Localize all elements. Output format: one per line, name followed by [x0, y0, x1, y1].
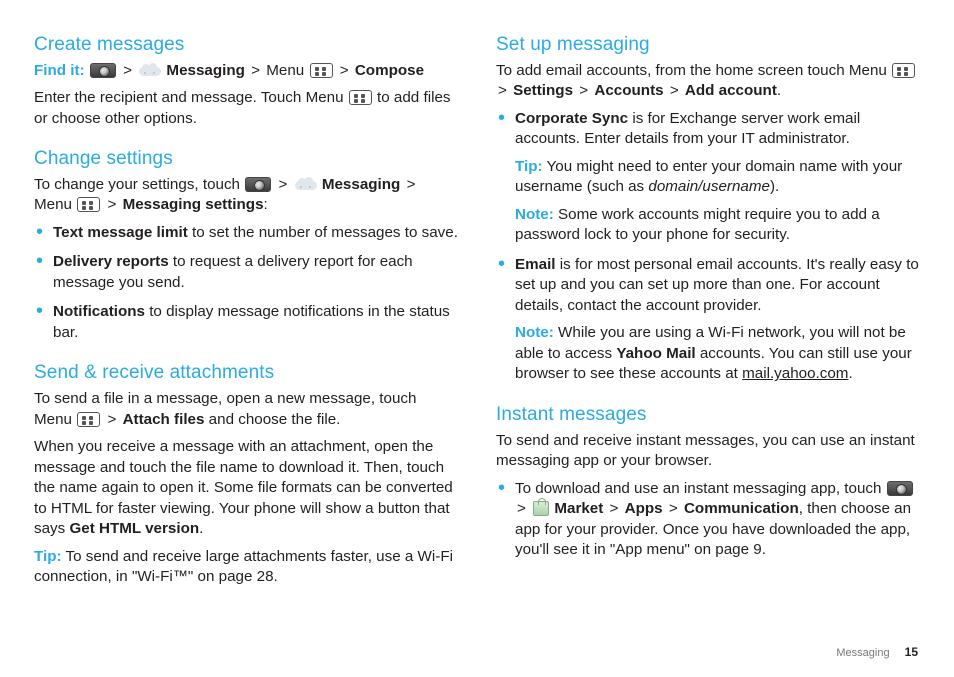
- breadcrumb-separator: >: [123, 62, 132, 79]
- breadcrumb-separator: >: [579, 82, 588, 99]
- text: Enter the recipient and message. Touch M…: [34, 89, 344, 106]
- item-bold: Delivery reports: [53, 253, 169, 270]
- item-bold: Corporate Sync: [515, 110, 628, 127]
- note-label: Note:: [515, 206, 554, 223]
- note-label: Note:: [515, 324, 554, 341]
- attach-tip: Tip: To send and receive large attachmen…: [34, 547, 458, 588]
- communication-label: Communication: [684, 500, 799, 517]
- menu-label: Menu: [34, 196, 72, 213]
- list-item: Text message limit to set the number of …: [34, 223, 458, 244]
- add-account-label: Add account: [685, 82, 777, 99]
- text: .: [848, 365, 852, 382]
- find-it-line: Find it: > Messaging > Menu > Compose: [34, 61, 458, 82]
- messaging-settings-label: Messaging settings: [123, 196, 264, 213]
- home-icon: [887, 481, 913, 496]
- yahoo-link[interactable]: mail.yahoo.com: [742, 365, 848, 382]
- breadcrumb-separator: >: [669, 500, 678, 517]
- tip-text: To send and receive large attachments fa…: [34, 548, 453, 586]
- messaging-label: Messaging: [166, 62, 245, 79]
- messaging-label: Messaging: [322, 176, 401, 193]
- list-item: Email is for most personal email account…: [496, 255, 920, 385]
- heading-create-messages: Create messages: [34, 32, 458, 58]
- attach-files-label: Attach files: [123, 411, 205, 428]
- breadcrumb-separator: >: [107, 411, 116, 428]
- messaging-icon: [295, 178, 317, 192]
- footer-section: Messaging: [836, 647, 889, 659]
- menu-icon: [349, 90, 372, 105]
- im-list: To download and use an instant messaging…: [496, 479, 920, 561]
- text: ).: [770, 178, 779, 195]
- item-bold: Email: [515, 256, 556, 273]
- attach-p1: To send a file in a message, open a new …: [34, 389, 458, 430]
- page-columns: Create messages Find it: > Messaging > M…: [34, 32, 920, 595]
- change-settings-intro: To change your settings, touch > Messagi…: [34, 175, 458, 216]
- menu-icon: [77, 412, 100, 427]
- menu-icon: [892, 63, 915, 78]
- yahoo-label: Yahoo Mail: [616, 345, 695, 362]
- menu-icon: [310, 63, 333, 78]
- text: To change your settings, touch: [34, 176, 240, 193]
- footer-page: 15: [905, 645, 918, 659]
- breadcrumb-separator: >: [407, 176, 416, 193]
- get-html-label: Get HTML version: [69, 520, 199, 537]
- breadcrumb-separator: >: [670, 82, 679, 99]
- setup-intro: To add email accounts, from the home scr…: [496, 61, 920, 102]
- home-icon: [90, 63, 116, 78]
- apps-label: Apps: [625, 500, 663, 517]
- heading-attachments: Send & receive attachments: [34, 360, 458, 386]
- tip-label: Tip:: [515, 158, 543, 175]
- item-text: is for most personal email accounts. It'…: [515, 256, 919, 314]
- corp-tip: Tip: You might need to enter your domain…: [515, 157, 920, 198]
- menu-label: Menu: [266, 62, 304, 79]
- heading-change-settings: Change settings: [34, 146, 458, 172]
- breadcrumb-separator: >: [278, 176, 287, 193]
- text: and choose the file.: [204, 411, 340, 428]
- text: To add email accounts, from the home scr…: [496, 62, 887, 79]
- settings-list: Text message limit to set the number of …: [34, 223, 458, 344]
- compose-label: Compose: [355, 62, 424, 79]
- market-icon: [533, 501, 549, 516]
- breadcrumb-separator: >: [498, 82, 507, 99]
- breadcrumb-separator: >: [517, 500, 526, 517]
- item-text: to set the number of messages to save.: [188, 224, 458, 241]
- tip-label: Tip:: [34, 548, 62, 565]
- text: To download and use an instant messaging…: [515, 480, 881, 497]
- messaging-icon: [139, 64, 161, 78]
- menu-icon: [77, 197, 100, 212]
- list-item: Delivery reports to request a delivery r…: [34, 252, 458, 293]
- market-label: Market: [554, 500, 603, 517]
- heading-setup-messaging: Set up messaging: [496, 32, 920, 58]
- im-intro: To send and receive instant messages, yo…: [496, 431, 920, 472]
- home-icon: [245, 177, 271, 192]
- accounts-label: Accounts: [594, 82, 663, 99]
- page-footer: Messaging 15: [836, 644, 918, 661]
- breadcrumb-separator: >: [107, 196, 116, 213]
- text: Some work accounts might require you to …: [515, 206, 880, 244]
- right-column: Set up messaging To add email accounts, …: [496, 32, 920, 595]
- breadcrumb-separator: >: [251, 62, 260, 79]
- heading-instant-messages: Instant messages: [496, 402, 920, 428]
- account-list: Corporate Sync is for Exchange server wo…: [496, 109, 920, 385]
- item-bold: Text message limit: [53, 224, 188, 241]
- breadcrumb-separator: >: [610, 500, 619, 517]
- domain-example: domain/username: [648, 178, 770, 195]
- list-item: Corporate Sync is for Exchange server wo…: [496, 109, 920, 246]
- find-it-label: Find it:: [34, 62, 85, 79]
- corp-note: Note: Some work accounts might require y…: [515, 205, 920, 246]
- email-note: Note: While you are using a Wi-Fi networ…: [515, 323, 920, 385]
- list-item: Notifications to display message notific…: [34, 302, 458, 343]
- breadcrumb-separator: >: [340, 62, 349, 79]
- create-body: Enter the recipient and message. Touch M…: [34, 88, 458, 129]
- list-item: To download and use an instant messaging…: [496, 479, 920, 561]
- left-column: Create messages Find it: > Messaging > M…: [34, 32, 458, 595]
- item-bold: Notifications: [53, 303, 145, 320]
- settings-label: Settings: [513, 82, 573, 99]
- attach-p2: When you receive a message with an attac…: [34, 437, 458, 540]
